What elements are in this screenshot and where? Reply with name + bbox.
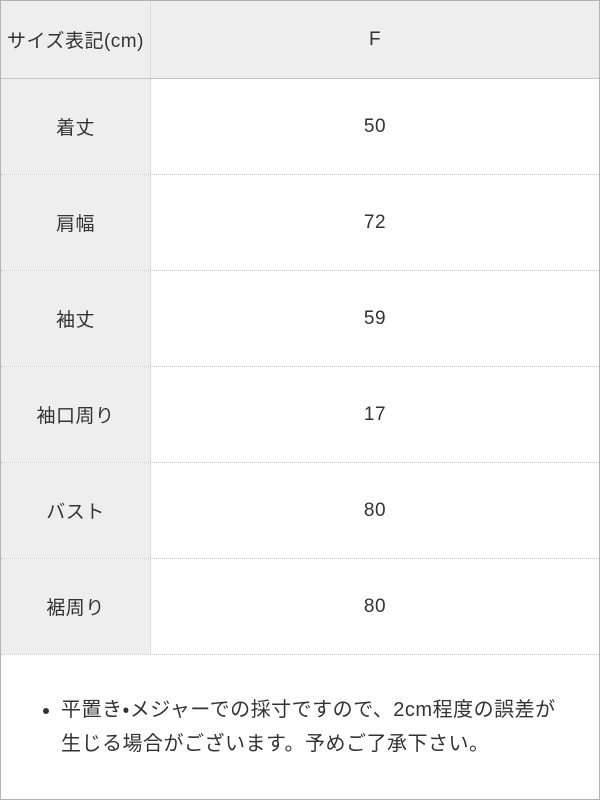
- measurement-note-list: 平置き・メジャーでの採寸ですので、2cm程度の誤差が生じる場合がございます。予め…: [1, 693, 599, 761]
- row-value-bust: 80: [151, 463, 599, 558]
- row-value-kitake: 50: [151, 79, 599, 174]
- measurement-note-item: 平置き・メジャーでの採寸ですので、2cm程度の誤差が生じる場合がございます。予め…: [61, 693, 569, 761]
- row-value-katahaba: 72: [151, 175, 599, 270]
- row-label-katahaba: 肩幅: [1, 175, 151, 270]
- table-row: バスト 80: [1, 463, 599, 559]
- table-row: 袖口周り 17: [1, 367, 599, 463]
- table-row: 袖丈 59: [1, 271, 599, 367]
- size-table-header-label: サイズ表記(cm): [1, 1, 151, 78]
- row-label-bust: バスト: [1, 463, 151, 558]
- row-label-kitake: 着丈: [1, 79, 151, 174]
- measurement-note: 平置き・メジャーでの採寸ですので、2cm程度の誤差が生じる場合がございます。予め…: [1, 655, 599, 799]
- table-row: 裾周り 80: [1, 559, 599, 655]
- table-row: 着丈 50: [1, 79, 599, 175]
- size-table-header-value: F: [368, 28, 382, 50]
- row-value-sodeguchi: 17: [151, 367, 599, 462]
- row-label-sodetake: 袖丈: [1, 271, 151, 366]
- row-label-sodeguchi: 袖口周り: [1, 367, 151, 462]
- table-row: 肩幅 72: [1, 175, 599, 271]
- size-table-header-row: サイズ表記(cm) F: [1, 1, 599, 79]
- row-value-sodetake: 59: [151, 271, 599, 366]
- row-value-susomawari: 80: [151, 559, 599, 654]
- row-label-susomawari: 裾周り: [1, 559, 151, 654]
